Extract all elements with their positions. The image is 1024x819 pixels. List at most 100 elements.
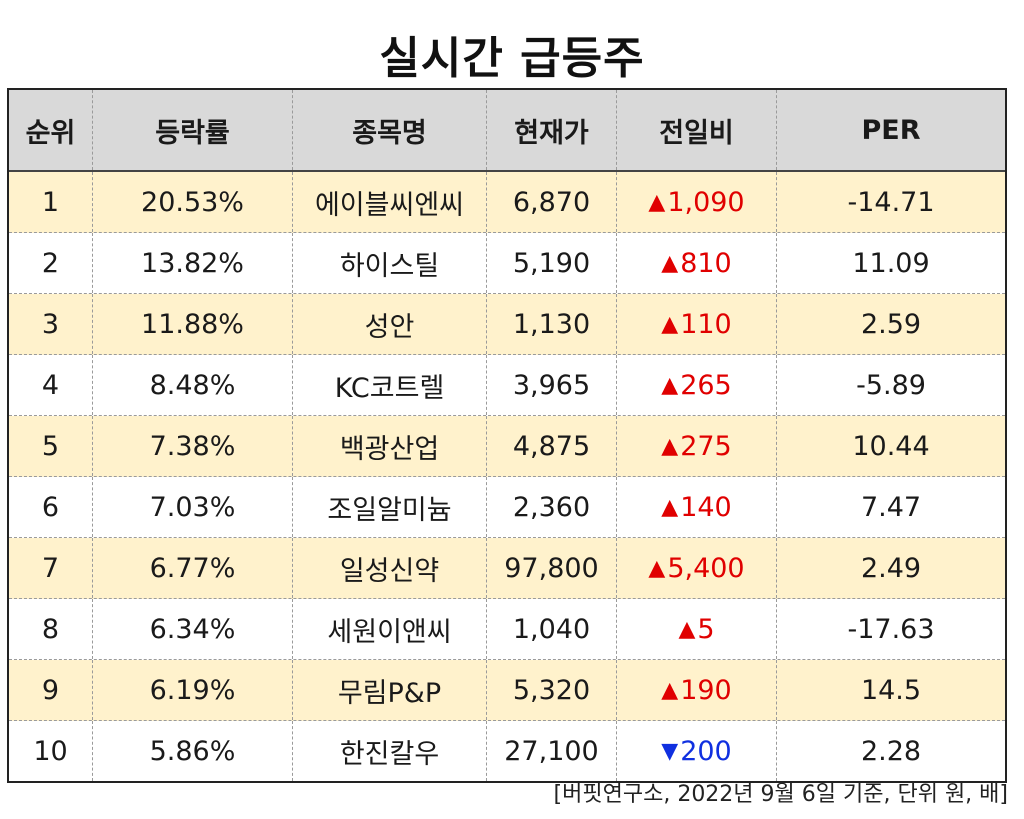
header-price: 현재가: [487, 90, 617, 170]
change-value: 810: [680, 247, 732, 279]
cell-change: ▲ 265: [617, 355, 777, 415]
cell-price: 3,965: [487, 355, 617, 415]
cell-change: ▲ 5,400: [617, 538, 777, 598]
change-value: 5: [697, 613, 715, 645]
cell-rank: 7: [9, 538, 93, 598]
change-value: 200: [680, 735, 732, 767]
cell-rate: 7.38%: [93, 416, 293, 476]
cell-name: 한진칼우: [293, 721, 487, 781]
cell-change: ▲ 140: [617, 477, 777, 537]
table-row: 2 13.82% 하이스틸 5,190 ▲ 810 11.09: [9, 233, 1005, 294]
table-row: 10 5.86% 한진칼우 27,100 ▼ 200 2.28: [9, 721, 1005, 781]
cell-per: 2.28: [860, 735, 922, 767]
cell-per: -14.71: [847, 186, 935, 218]
table-row: 7 6.77% 일성신약 97,800 ▲ 5,400 2.49: [9, 538, 1005, 599]
header-rank: 순위: [9, 90, 93, 170]
cell-price: 97,800: [487, 538, 617, 598]
cell-per: -5.89: [856, 369, 926, 401]
change-value: 1,090: [667, 186, 745, 218]
change-value: 265: [680, 369, 732, 401]
cell-name: 백광산업: [293, 416, 487, 476]
down-triangle-icon: ▼: [661, 738, 679, 764]
cell-name: 조일알미늄: [293, 477, 487, 537]
up-triangle-icon: ▲: [661, 433, 679, 459]
cell-rank: 2: [9, 233, 93, 293]
table-row: 6 7.03% 조일알미늄 2,360 ▲ 140 7.47: [9, 477, 1005, 538]
up-triangle-icon: ▲: [648, 555, 666, 581]
cell-per: 2.49: [860, 552, 922, 584]
cell-name: 무림P&P: [293, 660, 487, 720]
cell-rank: 3: [9, 294, 93, 354]
cell-rank: 9: [9, 660, 93, 720]
cell-rank: 4: [9, 355, 93, 415]
cell-per: 2.59: [860, 308, 922, 340]
up-triangle-icon: ▲: [661, 250, 679, 276]
cell-rate: 20.53%: [93, 172, 293, 232]
cell-name: 세원이앤씨: [293, 599, 487, 659]
up-triangle-icon: ▲: [661, 311, 679, 337]
header-rate: 등락률: [93, 90, 293, 170]
up-triangle-icon: ▲: [648, 189, 666, 215]
cell-change: ▲ 5: [617, 599, 777, 659]
stock-table: 순위 등락률 종목명 현재가 전일비 PER 1 20.53% 에이블씨엔씨 6,87…: [7, 88, 1007, 783]
cell-per: 10.44: [852, 430, 930, 462]
table-row: 8 6.34% 세원이앤씨 1,040 ▲ 5 -17.63: [9, 599, 1005, 660]
cell-rate: 11.88%: [93, 294, 293, 354]
cell-price: 4,875: [487, 416, 617, 476]
table-row: 3 11.88% 성안 1,130 ▲ 110 2.59: [9, 294, 1005, 355]
cell-rate: 7.03%: [93, 477, 293, 537]
cell-price: 5,190: [487, 233, 617, 293]
cell-rate: 13.82%: [93, 233, 293, 293]
change-value: 110: [680, 308, 732, 340]
change-value: 140: [680, 491, 732, 523]
table-row: 9 6.19% 무림P&P 5,320 ▲ 190 14.5: [9, 660, 1005, 721]
cell-price: 27,100: [487, 721, 617, 781]
cell-change: ▲ 275: [617, 416, 777, 476]
table-row: 1 20.53% 에이블씨엔씨 6,870 ▲ 1,090 -14.71: [9, 172, 1005, 233]
cell-per: 7.47: [860, 491, 922, 523]
cell-name: KC코트렐: [293, 355, 487, 415]
up-triangle-icon: ▲: [661, 677, 679, 703]
cell-change: ▲ 1,090: [617, 172, 777, 232]
cell-change: ▲ 110: [617, 294, 777, 354]
cell-rate: 8.48%: [93, 355, 293, 415]
cell-name: 성안: [293, 294, 487, 354]
change-value: 275: [680, 430, 732, 462]
cell-change: ▼ 200: [617, 721, 777, 781]
page-title: 실시간 급등주: [379, 33, 645, 84]
cell-rate: 6.19%: [93, 660, 293, 720]
change-value: 190: [680, 674, 732, 706]
cell-rank: 6: [9, 477, 93, 537]
cell-per: 14.5: [860, 674, 922, 706]
cell-change: ▲ 810: [617, 233, 777, 293]
cell-name: 에이블씨엔씨: [293, 172, 487, 232]
table-row: 4 8.48% KC코트렐 3,965 ▲ 265 -5.89: [9, 355, 1005, 416]
cell-price: 2,360: [487, 477, 617, 537]
source-note: [버핏연구소, 2022년 9월 6일 기준, 단위 원, 배]: [553, 782, 1008, 807]
up-triangle-icon: ▲: [661, 372, 679, 398]
header-per: PER: [861, 114, 921, 146]
cell-rate: 6.34%: [93, 599, 293, 659]
cell-price: 1,130: [487, 294, 617, 354]
up-triangle-icon: ▲: [661, 494, 679, 520]
cell-price: 1,040: [487, 599, 617, 659]
cell-change: ▲ 190: [617, 660, 777, 720]
cell-rate: 6.77%: [93, 538, 293, 598]
cell-rate: 5.86%: [93, 721, 293, 781]
up-triangle-icon: ▲: [678, 616, 696, 642]
cell-per: -17.63: [847, 613, 935, 645]
header-name: 종목명: [293, 90, 487, 170]
cell-rank: 10: [9, 721, 93, 781]
table-body: 1 20.53% 에이블씨엔씨 6,870 ▲ 1,090 -14.71 2 13.82% 하이스…: [9, 172, 1005, 781]
cell-name: 하이스틸: [293, 233, 487, 293]
cell-rank: 8: [9, 599, 93, 659]
cell-rank: 5: [9, 416, 93, 476]
cell-price: 5,320: [487, 660, 617, 720]
change-value: 5,400: [667, 552, 745, 584]
table-row: 5 7.38% 백광산업 4,875 ▲ 275 10.44: [9, 416, 1005, 477]
table-header-row: 순위 등락률 종목명 현재가 전일비 PER: [9, 90, 1005, 172]
header-change: 전일비: [617, 90, 777, 170]
cell-name: 일성신약: [293, 538, 487, 598]
cell-rank: 1: [9, 172, 93, 232]
cell-per: 11.09: [852, 247, 930, 279]
